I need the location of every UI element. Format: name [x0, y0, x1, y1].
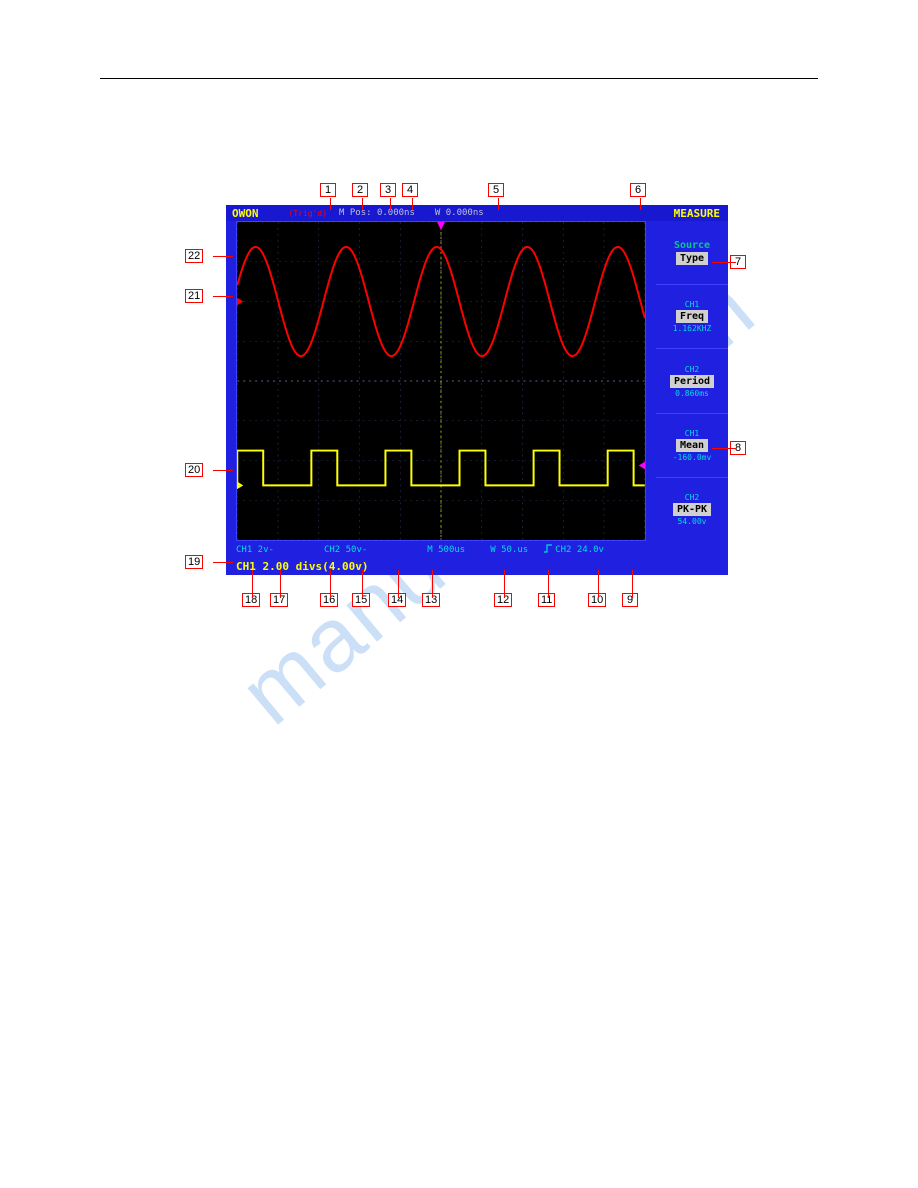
callout-22: 22 [185, 248, 203, 263]
callout-3: 3 [380, 182, 396, 197]
menu-ch-label: CH1 [685, 429, 699, 438]
menu-freq-button: Freq [676, 310, 708, 323]
lead-line [330, 198, 331, 210]
waveform-display [236, 221, 646, 541]
lead-line [213, 296, 233, 297]
lead-line [390, 198, 391, 210]
rising-edge-icon [543, 544, 553, 556]
lead-line [330, 570, 331, 598]
lead-line [213, 562, 233, 563]
menu-item-source[interactable]: Source Type [656, 221, 728, 284]
menu-period-button: Period [670, 375, 714, 388]
menu-type-button: Type [676, 252, 708, 265]
m-position: M Pos: 0.000ns [339, 208, 415, 218]
lead-line [504, 570, 505, 598]
menu-ch-label: CH1 [685, 300, 699, 309]
lead-line [412, 198, 413, 210]
menu-source-label: Source [674, 240, 710, 251]
callout-11: 11 [538, 592, 555, 607]
menu-ch-label: CH2 [685, 365, 699, 374]
menu-item-mean[interactable]: CH1 Mean -160.0mv [656, 413, 728, 477]
ch1-vdiv: CH1 2v- [236, 545, 274, 555]
lead-line [432, 570, 433, 598]
lead-line [398, 570, 399, 598]
lead-line [280, 570, 281, 598]
menu-pkpk-button: PK-PK [673, 503, 711, 516]
w-position: W 0.000ns [435, 208, 484, 218]
callout-9: 9 [622, 592, 638, 607]
waveform-svg [237, 222, 645, 540]
status-line: CH1 2.00 divs(4.00v) [236, 560, 368, 573]
page-rule [100, 78, 818, 79]
menu-item-freq[interactable]: CH1 Freq 1.162KHZ [656, 284, 728, 348]
lead-line [548, 570, 549, 598]
scope-top-bar: OWON (Trig'd) M Pos: 0.000ns W 0.000ns M… [226, 205, 728, 221]
menu-mean-value: -160.0mv [673, 453, 712, 462]
trigger-level: CH2 24.0v [555, 545, 604, 555]
menu-ch-label: CH2 [685, 493, 699, 502]
menu-pkpk-value: 54.00v [678, 517, 707, 526]
lead-line [712, 448, 736, 449]
m-timebase: M 500us [427, 545, 465, 555]
menu-mean-button: Mean [676, 439, 708, 452]
callout-1: 1 [320, 182, 336, 197]
menu-item-period[interactable]: CH2 Period 0.860ms [656, 348, 728, 412]
menu-title: MEASURE [674, 207, 720, 220]
callout-21: 21 [185, 288, 203, 303]
scope-screen: OWON (Trig'd) M Pos: 0.000ns W 0.000ns M… [226, 205, 728, 575]
lead-line [632, 570, 633, 598]
callout-6: 6 [630, 182, 646, 197]
menu-item-pkpk[interactable]: CH2 PK-PK 54.00v [656, 477, 728, 541]
lead-line [712, 262, 736, 263]
trigger-status: (Trig'd) [289, 209, 328, 218]
lead-line [362, 570, 363, 598]
scope-bottom-bar: CH1 2v- CH2 50v- M 500us W 50.us CH2 24.… [226, 543, 728, 557]
callout-20: 20 [185, 462, 203, 477]
w-timebase: W 50.us [490, 545, 528, 555]
oscilloscope-figure: OWON (Trig'd) M Pos: 0.000ns W 0.000ns M… [226, 205, 728, 590]
menu-period-value: 0.860ms [675, 389, 709, 398]
callout-19: 19 [185, 554, 203, 569]
brand-label: OWON [232, 207, 259, 220]
callout-5: 5 [488, 182, 504, 197]
lead-line [640, 198, 641, 210]
callout-2: 2 [352, 182, 368, 197]
lead-line [362, 198, 363, 210]
lead-line [498, 198, 499, 210]
ch2-vdiv: CH2 50v- [324, 545, 367, 555]
lead-line [252, 570, 253, 598]
lead-line [598, 570, 599, 598]
lead-line [213, 256, 233, 257]
callout-4: 4 [402, 182, 418, 197]
menu-freq-value: 1.162KHZ [673, 324, 712, 333]
lead-line [213, 470, 233, 471]
side-menu: Source Type CH1 Freq 1.162KHZ CH2 Period… [656, 221, 728, 541]
